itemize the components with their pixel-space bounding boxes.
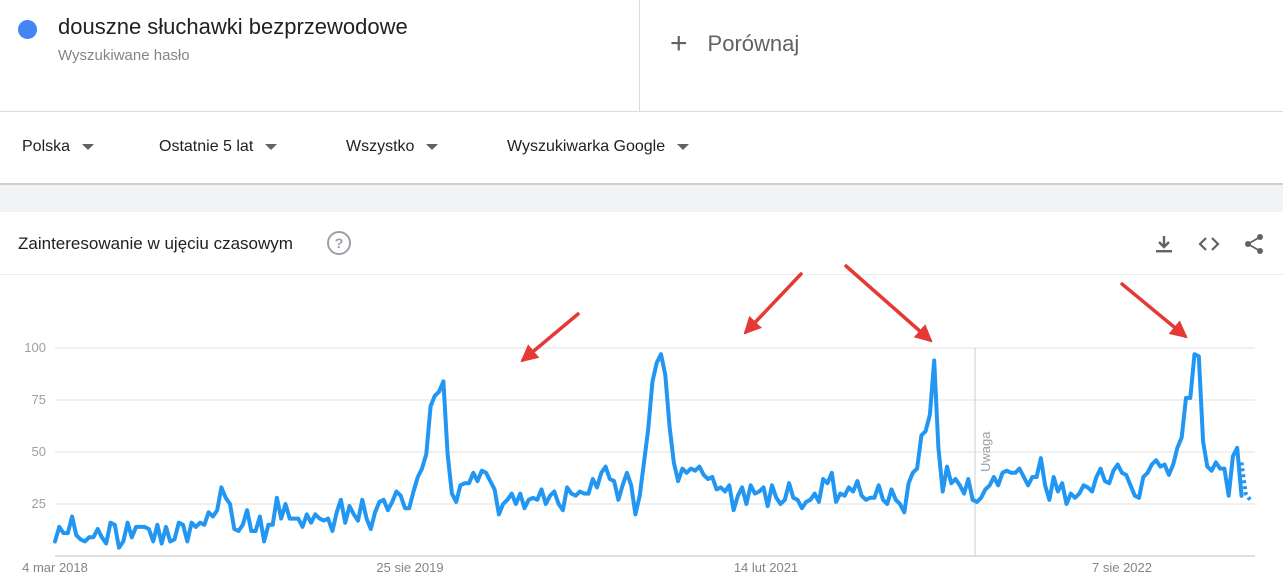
series-projected-line: [1239, 462, 1252, 501]
section-gap: [0, 185, 1283, 212]
annotation-arrow: [520, 312, 580, 363]
y-tick-label: 50: [32, 444, 46, 459]
x-tick-label: 25 sie 2019: [376, 560, 443, 575]
help-icon[interactable]: ?: [327, 231, 351, 255]
y-tick-label: 100: [24, 340, 46, 355]
x-tick-label: 7 sie 2022: [1092, 560, 1152, 575]
note-marker-label: Uwaga: [978, 431, 993, 472]
filter-bar: Polska Ostatnie 5 lat Wszystko Wyszukiwa…: [0, 112, 1283, 185]
term-color-dot: [18, 20, 37, 39]
filter-region[interactable]: Polska: [22, 138, 95, 156]
chevron-down-icon: [265, 144, 278, 150]
chevron-down-icon: [426, 144, 439, 150]
x-tick-label: 14 lut 2021: [734, 560, 798, 575]
chevron-down-icon: [677, 144, 690, 150]
filter-category-label: Wszystko: [346, 138, 415, 155]
chevron-down-icon: [82, 144, 95, 150]
annotation-arrow: [844, 264, 933, 343]
filter-time-range[interactable]: Ostatnie 5 lat: [159, 138, 278, 156]
share-icon[interactable]: [1242, 232, 1266, 256]
filter-region-label: Polska: [22, 138, 71, 155]
x-tick-label: 4 mar 2018: [22, 560, 88, 575]
filter-search-type[interactable]: Wyszukiwarka Google: [507, 138, 690, 156]
annotation-arrow: [1120, 282, 1188, 339]
embed-icon[interactable]: [1197, 232, 1221, 256]
search-term-subtitle: Wyszukiwane hasło: [58, 47, 190, 64]
card-header: Zainteresowanie w ujęciu czasowym ?: [0, 212, 1283, 275]
download-icon[interactable]: [1152, 232, 1176, 256]
filter-time-range-label: Ostatnie 5 lat: [159, 138, 254, 155]
card-title: Zainteresowanie w ujęciu czasowym: [18, 234, 293, 253]
compare-label: Porównaj: [707, 31, 800, 56]
series-line: [53, 352, 1244, 550]
filter-search-type-label: Wyszukiwarka Google: [507, 138, 666, 155]
filter-category[interactable]: Wszystko: [346, 138, 439, 156]
y-tick-label: 25: [32, 496, 46, 511]
y-tick-label: 75: [32, 392, 46, 407]
search-term-title[interactable]: douszne słuchawki bezprzewodowe: [58, 14, 408, 39]
search-term-bar: douszne słuchawki bezprzewodowe Wyszukiw…: [0, 0, 1283, 112]
compare-button[interactable]: + Porównaj: [670, 28, 799, 60]
search-term-card[interactable]: douszne słuchawki bezprzewodowe Wyszukiw…: [0, 0, 640, 111]
interest-over-time-card: Zainteresowanie w ujęciu czasowym ?: [0, 212, 1283, 582]
annotation-arrow: [743, 272, 803, 335]
plus-icon: +: [670, 27, 688, 60]
